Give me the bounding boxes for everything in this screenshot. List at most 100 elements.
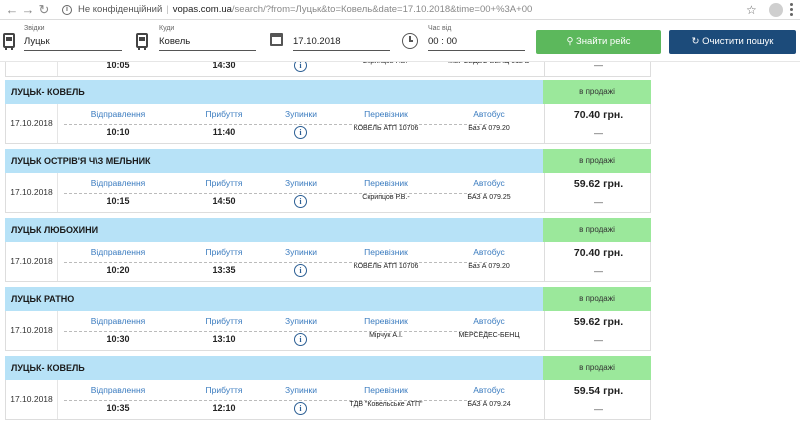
arrival-time: 14:30 (212, 60, 236, 70)
trip-row[interactable]: 17.10.2018 Відправлення Прибуття Зупинки… (5, 311, 651, 351)
route-header[interactable]: ЛУЦЬК ОСТРІВ'Я Ч\З МЕЛЬНИК в продажі (5, 149, 651, 173)
stops-info-icon[interactable]: i (294, 126, 307, 139)
date-input[interactable]: 17.10.2018 (293, 36, 390, 51)
time-input[interactable]: 00 : 00 (428, 36, 525, 51)
arrival-time: 12:10 (212, 403, 236, 413)
route-header[interactable]: ЛУЦЬК ЛЮБОХИНИ в продажі (5, 218, 651, 242)
route-header[interactable]: ЛУЦЬК- КОВЕЛЬ в продажі (5, 80, 651, 104)
arrival-time: 13:10 (212, 334, 236, 344)
bookmark-star-icon[interactable]: ☆ (746, 3, 757, 17)
stops-header: Зупинки (285, 109, 317, 119)
from-input[interactable]: Луцьк (24, 36, 122, 51)
address-bar[interactable]: i Не конфіденційний | vopas.com.ua/search/… (56, 2, 766, 18)
stops-info-icon[interactable]: i (294, 264, 307, 277)
price: 70.40 грн. (573, 109, 624, 121)
stops-info-icon[interactable]: i (294, 195, 307, 208)
refresh-icon: ↻ (691, 36, 700, 47)
carrier-name: ТДВ "Ковельське АТП" (349, 401, 423, 408)
time-label: Час від (428, 25, 452, 32)
back-arrow-icon[interactable]: ← (5, 2, 19, 17)
route-name: ЛУЦЬК ЛЮБОХИНИ (5, 218, 543, 242)
browser-toolbar: ← → ↻ i Не конфіденційний | vopas.com.ua/s… (0, 0, 800, 20)
trip-row[interactable]: 17.10.2018 Відправлення Прибуття Зупинки… (5, 104, 651, 144)
status-badge: в продажі (543, 356, 651, 380)
bus-icon (136, 33, 148, 50)
stops-info-icon[interactable]: i (294, 333, 307, 346)
carrier-name: КОВЕЛЬ АТП 10706 (353, 125, 419, 132)
forward-arrow-icon[interactable]: → (21, 2, 35, 17)
price: 59.62 грн. (573, 178, 624, 190)
carrier-header: Перевізник (364, 109, 408, 119)
status-badge: в продажі (543, 80, 651, 104)
site-info-icon[interactable]: i (62, 5, 72, 15)
bus-header: Автобус (473, 385, 505, 395)
trip-row[interactable]: 17.10.2018 Відправлення Прибуття Зупинки… (5, 380, 651, 420)
arrival-header: Прибуття (205, 316, 243, 326)
route-header[interactable]: ЛУЦЬК РАТНО в продажі (5, 287, 651, 311)
route-name: ЛУЦЬК- КОВЕЛЬ (5, 80, 543, 104)
clock-icon (402, 33, 418, 49)
arrival-header: Прибуття (205, 109, 243, 119)
arrival-header: Прибуття (205, 178, 243, 188)
carrier-header: Перевізник (364, 385, 408, 395)
route-header[interactable]: ЛУЦЬК- КОВЕЛЬ в продажі (5, 356, 651, 380)
stops-header: Зупинки (285, 316, 317, 326)
carrier-name: Мірчук А.І. (369, 332, 403, 339)
bus-header: Автобус (473, 178, 505, 188)
security-label: Не конфіденційний (78, 4, 163, 15)
stops-header: Зупинки (285, 178, 317, 188)
arrival-time: 13:35 (212, 265, 236, 275)
departure-header: Відправлення (90, 316, 146, 326)
status-badge: в продажі (543, 149, 651, 173)
departure-time: 10:10 (106, 127, 130, 137)
trip-date: 17.10.2018 (6, 380, 58, 419)
departure-header: Відправлення (90, 247, 146, 257)
url-path: /search/?from=Луцьк&to=Ковель&date=17.10… (231, 4, 533, 15)
route-name: ЛУЦЬК- КОВЕЛЬ (5, 356, 543, 380)
bus-header: Автобус (473, 316, 505, 326)
status-badge: в продажі (543, 287, 651, 311)
stops-header: Зупинки (285, 385, 317, 395)
departure-header: Відправлення (90, 385, 146, 395)
carrier-name: Скрипцов Р.В.- (362, 194, 410, 201)
url-domain: vopas.com.ua (172, 4, 232, 15)
to-input[interactable]: Ковель (159, 36, 256, 51)
to-label: Куди (159, 25, 175, 32)
price-dash: — (594, 197, 603, 207)
carrier-header: Перевізник (364, 178, 408, 188)
clear-search-button[interactable]: ↻ Очистити пошук (669, 30, 796, 54)
trip-date: 17.10.2018 (6, 311, 58, 350)
stops-info-icon[interactable]: i (294, 402, 307, 415)
departure-time: 10:15 (106, 196, 130, 206)
bus-model: Баз А 079.20 (468, 125, 510, 132)
route-name: ЛУЦЬК ОСТРІВ'Я Ч\З МЕЛЬНИК (5, 149, 543, 173)
price: 59.62 грн. (573, 316, 624, 328)
departure-time: 10:20 (106, 265, 130, 275)
departure-header: Відправлення (90, 109, 146, 119)
profile-avatar[interactable] (769, 3, 783, 17)
browser-menu-icon[interactable] (790, 3, 793, 17)
bus-model: Баз А 079.20 (468, 263, 510, 270)
bus-icon (3, 33, 15, 50)
bus-model: БАЗ А 079.25 (467, 194, 511, 201)
bus-model: МЕРСЕДЕС-БЕНЦ (458, 332, 520, 339)
trip-row[interactable]: 17.10.2018 Відправлення Прибуття Зупинки… (5, 242, 651, 282)
departure-time: 10:35 (106, 403, 130, 413)
bus-header: Автобус (473, 247, 505, 257)
trip-row[interactable]: 17.10.2018 Відправлення Прибуття Зупинки… (5, 173, 651, 213)
price-dash: — (594, 266, 603, 276)
find-trip-button[interactable]: ⚲ Знайти рейс (536, 30, 661, 54)
trip-date: 17.10.2018 (6, 242, 58, 281)
arrival-header: Прибуття (205, 247, 243, 257)
reload-icon[interactable]: ↻ (38, 2, 50, 17)
departure-time: 10:30 (106, 334, 130, 344)
price-dash: — (594, 335, 603, 345)
status-badge: в продажі (543, 218, 651, 242)
arrival-header: Прибуття (205, 385, 243, 395)
search-icon: ⚲ (566, 36, 574, 47)
price-dash: — (594, 128, 603, 138)
route-name: ЛУЦЬК РАТНО (5, 287, 543, 311)
price-dash: — (594, 60, 603, 70)
trip-date: 17.10.2018 (6, 173, 58, 212)
trip-date: 17.10.2018 (6, 104, 58, 143)
